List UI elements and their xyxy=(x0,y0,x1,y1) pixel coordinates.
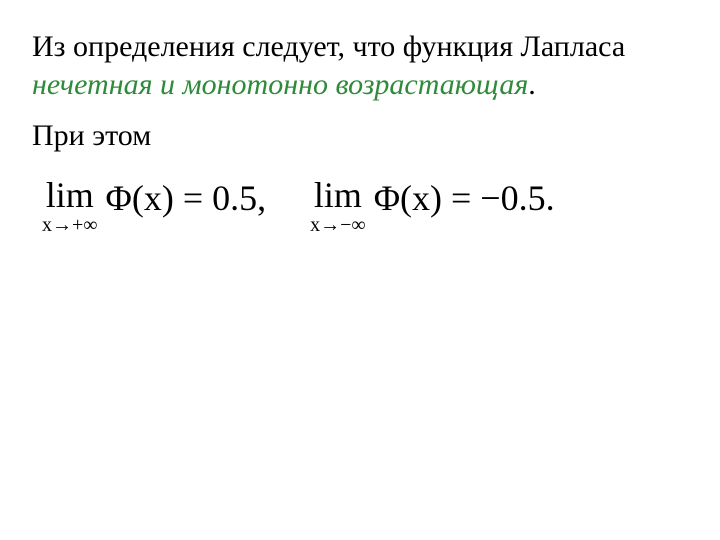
lim-expr-1: Φ(x) = 0.5, xyxy=(106,177,267,216)
lim-sub-1: x→+∞ xyxy=(42,215,98,235)
limit-term-2: lim x→−∞ Φ(x) = −0.5. xyxy=(310,177,554,235)
limit-block-2: lim x→−∞ xyxy=(310,177,366,235)
lim-sub-2: x→−∞ xyxy=(310,215,366,235)
paragraph-1: Из определения следует, что функция Лапл… xyxy=(32,28,688,103)
para1-emphasis: нечетная и монотонно возрастающая xyxy=(32,68,528,101)
limit-block-1: lim x→+∞ xyxy=(42,177,98,235)
para1-part1: Из определения следует, что функция Лапл… xyxy=(32,30,625,63)
para1-part2: . xyxy=(528,68,536,101)
math-line: lim x→+∞ Φ(x) = 0.5, lim x→−∞ Φ(x) = −0.… xyxy=(32,177,688,235)
slide: Из определения следует, что функция Лапл… xyxy=(0,0,720,540)
paragraph-2: При этом xyxy=(32,117,688,155)
limit-term-1: lim x→+∞ Φ(x) = 0.5, xyxy=(42,177,266,235)
lim-expr-2: Φ(x) = −0.5. xyxy=(374,177,555,216)
lim-word-2: lim xyxy=(314,177,362,213)
lim-word-1: lim xyxy=(46,177,94,213)
